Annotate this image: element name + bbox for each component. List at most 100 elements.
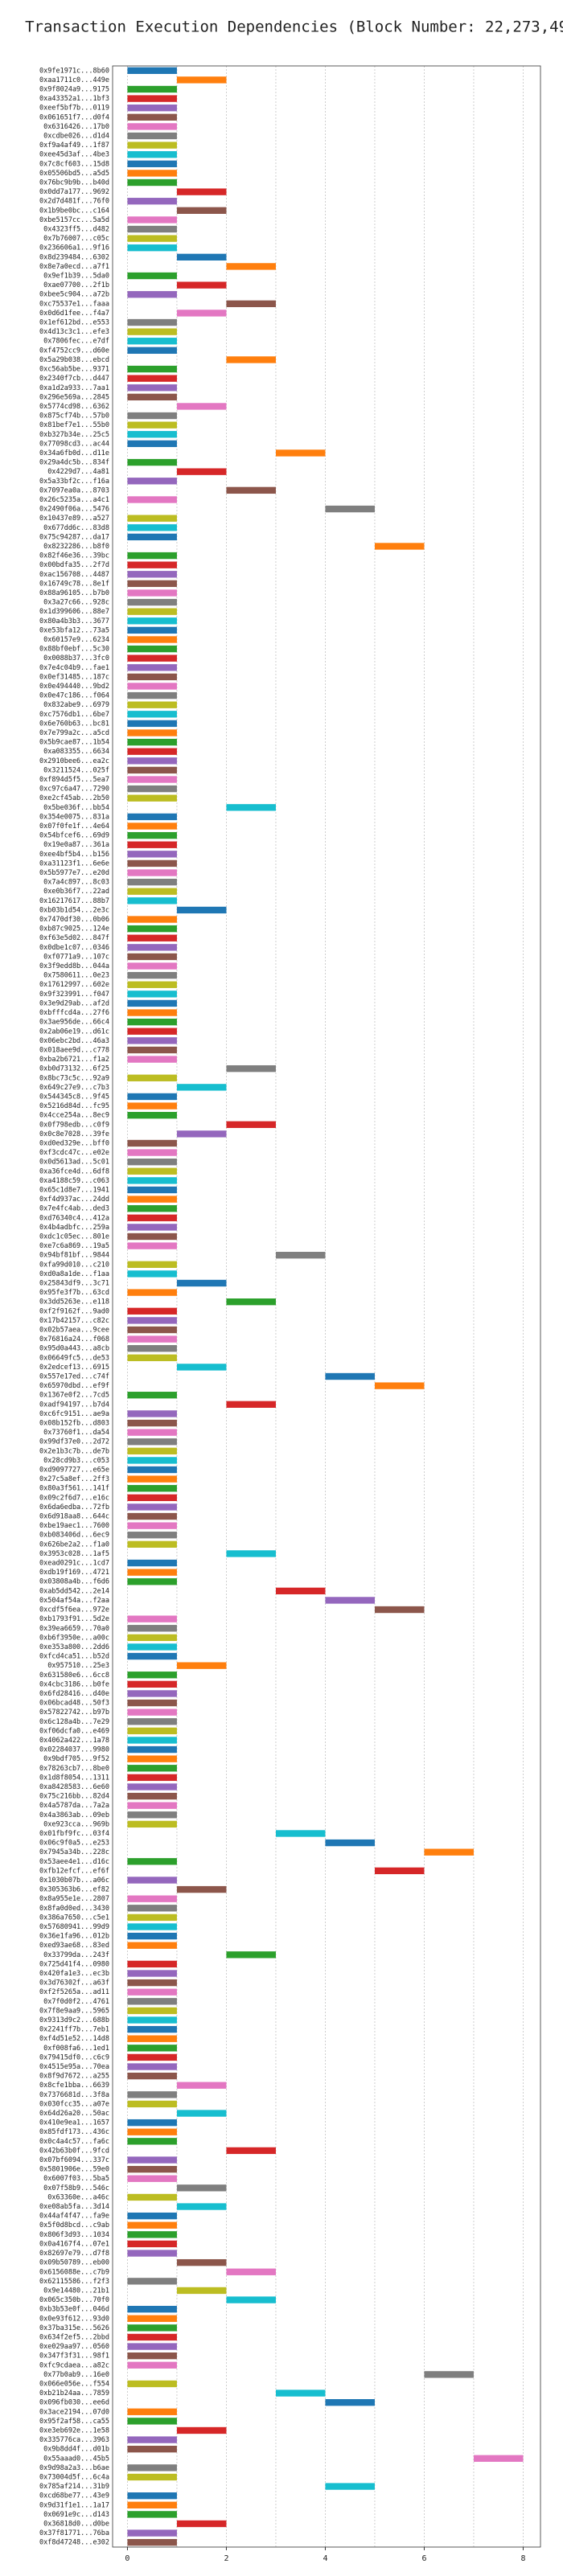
y-tick-label: 0x03808a4b...f6d6 bbox=[39, 1578, 109, 1586]
bar bbox=[127, 1438, 177, 1446]
y-tick-label: 0x8232286...b8f0 bbox=[43, 543, 109, 551]
bar bbox=[127, 2100, 177, 2108]
bar bbox=[127, 589, 177, 597]
y-tick-label: 0x19e0a87...361a bbox=[43, 841, 109, 849]
y-tick-label: 0x81bef7e1...55b0 bbox=[39, 421, 109, 429]
y-tick-label: 0x16217617...88b7 bbox=[39, 897, 109, 905]
bar bbox=[127, 170, 177, 177]
y-tick-label: 0xe353a800...2dd6 bbox=[39, 1643, 109, 1651]
y-tick-label: 0xf008fa6...1ed1 bbox=[43, 2045, 109, 2053]
bar bbox=[127, 1569, 177, 1576]
bar bbox=[127, 1540, 177, 1548]
y-tick-label: 0x08b152fb...d803 bbox=[39, 1420, 109, 1428]
bar bbox=[127, 748, 177, 755]
y-tick-label: 0x0a4167f4...07e1 bbox=[39, 2240, 109, 2248]
y-tick-label: 0x6fd28416...d40e bbox=[39, 1690, 109, 1698]
y-tick-label: 0x0c8e7028...39fe bbox=[39, 1130, 109, 1138]
y-tick-label: 0x99df37e0...2d72 bbox=[39, 1438, 109, 1446]
bar bbox=[127, 347, 177, 355]
bar bbox=[127, 2380, 177, 2388]
bar bbox=[176, 76, 227, 84]
bar bbox=[226, 2147, 276, 2155]
y-tick-label: 0x80a4b3b3...3677 bbox=[39, 617, 109, 626]
y-tick-label: 0x4cbc3186...b0fe bbox=[39, 1680, 109, 1688]
bar bbox=[127, 1932, 177, 1940]
bar bbox=[127, 1559, 177, 1567]
bar bbox=[127, 1205, 177, 1212]
bar bbox=[127, 1690, 177, 1697]
y-tick-label: 0x9b8dd4f...d01b bbox=[43, 2446, 109, 2454]
bar bbox=[127, 160, 177, 167]
bar bbox=[127, 440, 177, 448]
bar bbox=[127, 1410, 177, 1417]
y-tick-label: 0x347f3f31...98f1 bbox=[39, 2352, 109, 2361]
y-tick-label: 0x9fe1971c...8b60 bbox=[39, 67, 109, 75]
y-tick-label: 0x8cfe1bba...6639 bbox=[39, 2082, 109, 2090]
y-tick-label: 0x3f9edd8b...044a bbox=[39, 962, 109, 970]
bar bbox=[127, 2324, 177, 2332]
bar bbox=[127, 1783, 177, 1790]
y-tick-label: 0x2241ff7b...7eb1 bbox=[39, 2026, 109, 2034]
y-tick-label: 0x09c2f6d7...e16c bbox=[39, 1494, 109, 1502]
y-tick-label: 0x7f8e9aa9...5965 bbox=[39, 2007, 109, 2015]
bar bbox=[127, 1335, 177, 1343]
bar bbox=[127, 393, 177, 401]
bar bbox=[176, 1279, 227, 1287]
y-tick-label: 0xac156708...4487 bbox=[39, 571, 109, 579]
bar bbox=[127, 2492, 177, 2500]
y-tick-label: 0x28cd9b3...c053 bbox=[43, 1457, 109, 1465]
y-tick-label: 0x00bdfa35...2f7d bbox=[39, 561, 109, 569]
y-tick-label: 0x2ab06e19...d61c bbox=[39, 1028, 109, 1036]
bar bbox=[176, 2258, 227, 2266]
y-tick-label: 0x305363b6...ef82 bbox=[39, 1886, 109, 1894]
y-tick-label: 0x030fcc35...a07e bbox=[39, 2100, 109, 2108]
y-tick-label: 0x5b5977e7...e20d bbox=[39, 869, 109, 877]
bar bbox=[127, 1159, 177, 1166]
y-tick-label: 0xe08ab5fa...3d14 bbox=[39, 2203, 109, 2211]
bar bbox=[176, 1130, 227, 1138]
bar bbox=[127, 2361, 177, 2369]
y-tick-label: 0x4cce254a...8ec9 bbox=[39, 1112, 109, 1120]
y-tick-label: 0x7806fec...e7df bbox=[43, 338, 109, 346]
bar bbox=[226, 1121, 276, 1128]
bar bbox=[176, 281, 227, 289]
y-tick-label: 0x5a29b038...ebcd bbox=[39, 356, 109, 364]
bar bbox=[127, 1046, 177, 1054]
y-tick-label: 0xf3cdc47c...e02e bbox=[39, 1149, 109, 1157]
y-tick-label: 0x17612997...602e bbox=[39, 981, 109, 989]
y-tick-label: 0x4b4adbfc...259a bbox=[39, 1224, 109, 1232]
bar bbox=[176, 2520, 227, 2528]
bar bbox=[226, 804, 276, 811]
y-tick-label: 0xf06dcfa0...e469 bbox=[39, 1727, 109, 1735]
y-tick-label: 0x785af214...31b9 bbox=[39, 2483, 109, 2491]
y-tick-label: 0x76816a24...f068 bbox=[39, 1335, 109, 1343]
bar bbox=[127, 2072, 177, 2080]
bar bbox=[176, 188, 227, 195]
bar bbox=[325, 1372, 375, 1380]
bar bbox=[127, 1634, 177, 1642]
y-tick-label: 0x53aee4e1...d16c bbox=[39, 1858, 109, 1866]
bar bbox=[127, 421, 177, 429]
bar bbox=[127, 2305, 177, 2313]
bar bbox=[127, 944, 177, 951]
y-tick-label: 0x6d918aa8...644c bbox=[39, 1513, 109, 1521]
bar bbox=[127, 813, 177, 821]
bar bbox=[325, 1597, 375, 1604]
bar bbox=[127, 2464, 177, 2471]
bar bbox=[176, 2287, 227, 2295]
y-tick-label: 0xdc1c05ec...801e bbox=[39, 1233, 109, 1241]
bar bbox=[127, 1018, 177, 1026]
y-tick-label: 0xfa99d010...c210 bbox=[39, 1261, 109, 1269]
bar bbox=[127, 1923, 177, 1930]
y-tick-label: 0x0d6d1fee...f4a7 bbox=[39, 310, 109, 318]
bar bbox=[127, 701, 177, 708]
bar bbox=[127, 458, 177, 466]
bar bbox=[226, 2296, 276, 2303]
y-tick-label: 0x95f2af58...ca55 bbox=[39, 2418, 109, 2426]
y-tick-label: 0x4d13c3c1...efe3 bbox=[39, 328, 109, 336]
y-tick-label: 0x7a4c897...8c03 bbox=[43, 879, 109, 887]
y-tick-label: 0x29a4dc5b...834f bbox=[39, 459, 109, 467]
y-tick-label: 0xc7576db1...6be7 bbox=[39, 711, 109, 719]
bar bbox=[127, 2165, 177, 2173]
bar bbox=[127, 991, 177, 998]
